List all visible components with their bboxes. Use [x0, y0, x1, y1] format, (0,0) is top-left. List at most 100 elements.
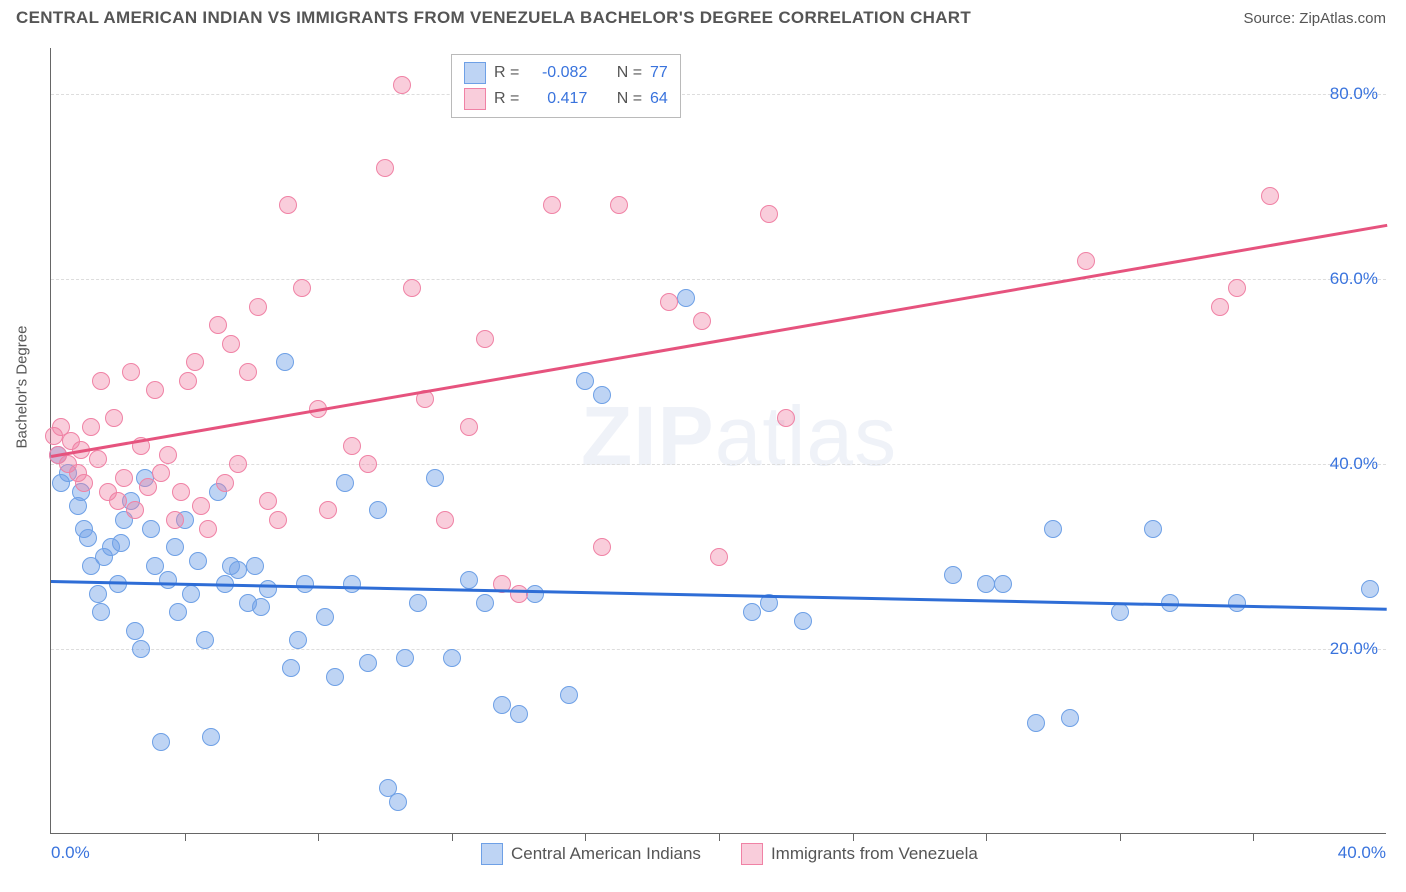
data-point	[92, 603, 110, 621]
data-point	[289, 631, 307, 649]
data-point	[510, 585, 528, 603]
x-tick-label: 0.0%	[51, 843, 90, 863]
data-point	[677, 289, 695, 307]
data-point	[229, 561, 247, 579]
data-point	[460, 418, 478, 436]
x-tick	[853, 833, 854, 841]
data-point	[510, 705, 528, 723]
data-point	[279, 196, 297, 214]
data-point	[246, 557, 264, 575]
x-tick	[986, 833, 987, 841]
data-point	[576, 372, 594, 390]
data-point	[777, 409, 795, 427]
y-tick-label: 60.0%	[1330, 269, 1378, 289]
data-point	[109, 492, 127, 510]
data-point	[1261, 187, 1279, 205]
data-point	[369, 501, 387, 519]
x-tick	[1253, 833, 1254, 841]
legend-label: Immigrants from Venezuela	[771, 844, 978, 864]
chart-title: CENTRAL AMERICAN INDIAN VS IMMIGRANTS FR…	[16, 8, 971, 28]
x-tick	[318, 833, 319, 841]
grid-line	[51, 649, 1386, 650]
data-point	[460, 571, 478, 589]
data-point	[743, 603, 761, 621]
x-tick-label: 40.0%	[1338, 843, 1386, 863]
data-point	[977, 575, 995, 593]
data-point	[132, 640, 150, 658]
data-point	[199, 520, 217, 538]
data-point	[336, 474, 354, 492]
data-point	[426, 469, 444, 487]
data-point	[1077, 252, 1095, 270]
data-point	[75, 474, 93, 492]
data-point	[343, 575, 361, 593]
n-value: 77	[650, 64, 668, 82]
data-point	[166, 538, 184, 556]
data-point	[343, 437, 361, 455]
data-point	[196, 631, 214, 649]
data-point	[115, 469, 133, 487]
data-point	[660, 293, 678, 311]
data-point	[760, 205, 778, 223]
grid-line	[51, 94, 1386, 95]
data-point	[146, 381, 164, 399]
watermark: ZIPatlas	[581, 388, 897, 485]
data-point	[182, 585, 200, 603]
source-attribution: Source: ZipAtlas.com	[1243, 10, 1386, 27]
data-point	[169, 603, 187, 621]
data-point	[1228, 594, 1246, 612]
data-point	[326, 668, 344, 686]
data-point	[1111, 603, 1129, 621]
data-point	[560, 686, 578, 704]
data-point	[142, 520, 160, 538]
data-point	[376, 159, 394, 177]
data-point	[112, 534, 130, 552]
data-point	[79, 529, 97, 547]
data-point	[526, 585, 544, 603]
grid-line	[51, 464, 1386, 465]
legend-swatch	[481, 843, 503, 865]
data-point	[249, 298, 267, 316]
legend-item: Central American Indians	[481, 843, 701, 865]
data-point	[282, 659, 300, 677]
data-point	[293, 279, 311, 297]
data-point	[126, 622, 144, 640]
data-point	[1361, 580, 1379, 598]
legend-label: Central American Indians	[511, 844, 701, 864]
data-point	[159, 446, 177, 464]
data-point	[403, 279, 421, 297]
legend-swatch	[741, 843, 763, 865]
data-point	[89, 450, 107, 468]
data-point	[359, 455, 377, 473]
data-point	[610, 196, 628, 214]
data-point	[259, 492, 277, 510]
x-tick	[452, 833, 453, 841]
r-value: -0.082	[527, 64, 587, 82]
data-point	[276, 353, 294, 371]
data-point	[166, 511, 184, 529]
scatter-chart: ZIPatlas 20.0%40.0%60.0%80.0%0.0%40.0%R …	[50, 48, 1386, 834]
data-point	[944, 566, 962, 584]
data-point	[476, 330, 494, 348]
data-point	[710, 548, 728, 566]
data-point	[1144, 520, 1162, 538]
data-point	[122, 363, 140, 381]
legend-row: R = 0.417 N = 64	[464, 86, 668, 112]
y-axis-label: Bachelor's Degree	[14, 326, 31, 449]
data-point	[693, 312, 711, 330]
data-point	[1061, 709, 1079, 727]
x-tick	[585, 833, 586, 841]
legend-swatch	[464, 88, 486, 110]
data-point	[1044, 520, 1062, 538]
data-point	[189, 552, 207, 570]
data-point	[89, 585, 107, 603]
data-point	[1228, 279, 1246, 297]
data-point	[316, 608, 334, 626]
n-value: 64	[650, 90, 668, 108]
y-tick-label: 20.0%	[1330, 639, 1378, 659]
data-point	[139, 478, 157, 496]
data-point	[409, 594, 427, 612]
data-point	[209, 316, 227, 334]
data-point	[269, 511, 287, 529]
data-point	[152, 733, 170, 751]
